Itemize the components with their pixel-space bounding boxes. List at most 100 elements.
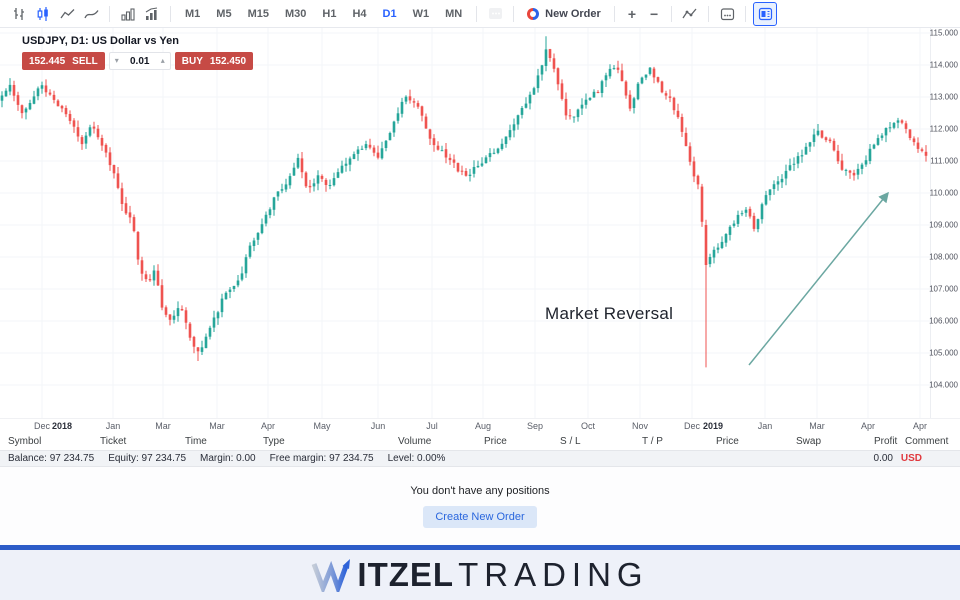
line-icon[interactable] (56, 3, 78, 25)
toolbar-separator (745, 5, 747, 22)
footer-banner: ITZEL TRADING (0, 545, 960, 600)
w-arrow-logo-icon (312, 559, 351, 592)
create-new-order-button[interactable]: Create New Order (423, 506, 537, 528)
balance-item: Margin: 0.00 (200, 453, 256, 464)
volume-box: ▾ 0.01 ▴ (108, 52, 171, 70)
balance-item: Equity: 97 234.75 (108, 453, 187, 464)
price-tick-label: 105.000 (929, 348, 958, 358)
timeframe-w1[interactable]: W1 (412, 7, 430, 20)
chart-region[interactable]: 115.000 114.000 113.000 112.000 111.000 110.0… (0, 28, 960, 418)
volume-decrease-chevron-icon[interactable]: ▾ (114, 56, 119, 65)
new-order-label: New Order (545, 7, 601, 20)
brand-bold-text: ITZEL (357, 556, 455, 593)
column-header-profit[interactable]: Profit (874, 436, 898, 447)
column-header-comment[interactable]: Comment (905, 436, 949, 447)
buy-price: 152.450 (209, 55, 247, 67)
balance-item: Free margin: 97 234.75 (269, 453, 374, 464)
account-balance-row: Balance: 97 234.75 Equity: 97 234.75 Margi… (0, 450, 960, 467)
time-axis-month-label: Mar (209, 421, 225, 431)
price-tick-label: 107.000 (929, 284, 958, 294)
symbol-title: USDJPY, D1: US Dollar vs Yen (22, 35, 179, 47)
price-axis[interactable]: 115.000 114.000 113.000 112.000 111.000 110.0… (929, 28, 960, 418)
timeframe-d1[interactable]: D1 (382, 7, 397, 20)
volume-value[interactable]: 0.01 (130, 55, 150, 67)
bars-icon[interactable] (8, 3, 30, 25)
timeframe-mn[interactable]: MN (445, 7, 463, 20)
buy-label: BUY (181, 55, 203, 67)
zoom-out-button[interactable]: − (650, 5, 659, 22)
timeframe-m5[interactable]: M5 (216, 7, 232, 20)
price-tick-label: 106.000 (929, 316, 958, 326)
time-axis-month-label: Apr (860, 421, 876, 431)
toolbar-separator (613, 5, 615, 22)
profit-value: 0.00 (873, 453, 893, 464)
trade-panel-icon[interactable] (753, 1, 778, 26)
timeframe-m1[interactable]: M1 (185, 7, 201, 20)
column-header-ticket[interactable]: Ticket (100, 436, 127, 447)
column-header-price[interactable]: Price (716, 436, 739, 447)
time-axis-month-label: Sep (526, 421, 544, 431)
price-tick-label: 114.000 (929, 60, 958, 70)
market-reversal-annotation: Market Reversal (545, 304, 674, 323)
calendar-icon[interactable] (716, 3, 738, 25)
no-positions-message: You don't have any positions (410, 485, 550, 497)
one-click-trading-widget: 152.445 SELL ▾ 0.01 ▴ BUY 152.450 (22, 52, 254, 70)
sell-label: SELL (72, 55, 98, 67)
account-currency: USD (900, 453, 922, 464)
toolbar-separator (708, 5, 710, 22)
grid-disabled-icon (484, 3, 506, 25)
new-order-button[interactable]: New Order (521, 5, 607, 23)
witzel-trading-logo: ITZEL TRADING (311, 556, 648, 594)
positions-table-header: Symbol Ticket Time Type Volume Price S / L T / … (0, 434, 960, 450)
column-header-tp[interactable]: T / P (642, 436, 663, 447)
column-header-price[interactable]: Price (484, 436, 507, 447)
sell-price: 152.445 (29, 55, 66, 67)
column-header-symbol[interactable]: Symbol (8, 436, 42, 447)
price-tick-label: 113.000 (929, 92, 958, 102)
volume-profile-icon[interactable] (141, 3, 163, 25)
price-tick-label: 110.000 (929, 188, 958, 198)
time-axis-month-label: Apr (912, 421, 928, 431)
price-tick-label: 111.000 (930, 156, 958, 166)
time-axis[interactable]: Dec 2018 Jan Mar Mar Apr May Jun Jul Aug Sep Oct Nov… (0, 418, 960, 436)
time-axis-month-label: Nov (631, 421, 649, 431)
indicators-icon[interactable] (679, 3, 701, 25)
time-axis-month-label: Dec (683, 421, 701, 431)
sell-button[interactable]: 152.445 SELL (22, 52, 105, 70)
toolbar-separator (109, 5, 110, 22)
column-header-time[interactable]: Time (185, 436, 207, 447)
time-axis-year-label: 2019 (702, 421, 724, 431)
column-header-type[interactable]: Type (263, 436, 285, 447)
time-axis-month-label: Jan (105, 421, 121, 431)
volume-increase-chevron-icon[interactable]: ▴ (160, 56, 165, 65)
column-header-swap[interactable]: Swap (796, 436, 822, 447)
time-axis-year-label: 2018 (51, 421, 73, 431)
toolbar-separator (671, 5, 673, 22)
timeframe-h1[interactable]: H1 (322, 7, 337, 20)
zoom-in-button[interactable]: + (627, 5, 636, 22)
buy-button[interactable]: BUY 152.450 (174, 52, 254, 70)
column-header-sl[interactable]: S / L (560, 436, 581, 447)
time-axis-month-label: Aug (474, 421, 492, 431)
time-axis-month-label: Apr (260, 421, 276, 431)
reversal-arrow (748, 191, 889, 366)
time-axis-month-label: Jun (370, 421, 386, 431)
candles-icon[interactable] (32, 3, 54, 25)
timeframe-m15[interactable]: M15 (247, 7, 269, 20)
positions-panel: You don't have any positions Create New … (0, 467, 960, 545)
time-axis-month-label: Jan (757, 421, 773, 431)
column-header-volume[interactable]: Volume (398, 436, 432, 447)
time-axis-month-label: Mar (155, 421, 171, 431)
toolbar: M1 M5 M15 M30 H1 H4 D1 W1 MN New Order + − (0, 0, 960, 28)
timeframe-h4[interactable]: H4 (352, 7, 367, 20)
price-tick-label: 108.000 (929, 252, 958, 262)
price-tick-label: 112.000 (929, 124, 958, 134)
balance-item: Level: 0.00% (387, 453, 446, 464)
volume-icon[interactable] (117, 3, 139, 25)
time-axis-month-label: Oct (580, 421, 596, 431)
area-icon[interactable] (80, 3, 102, 25)
candlestick-chart[interactable] (0, 28, 930, 418)
timeframe-m30[interactable]: M30 (284, 7, 307, 20)
balance-item: Balance: 97 234.75 (8, 453, 95, 464)
